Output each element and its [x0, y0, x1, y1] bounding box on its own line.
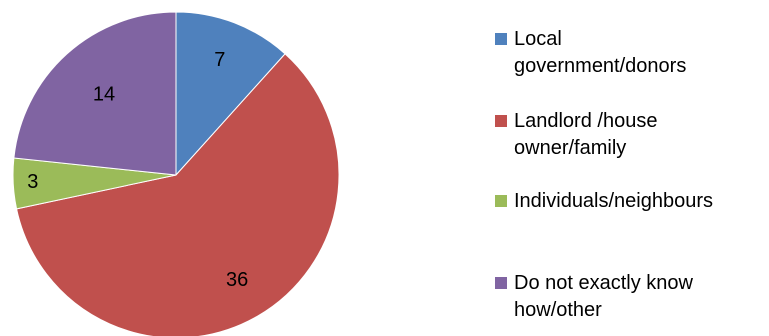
pie-slice — [13, 11, 177, 176]
legend-item: Landlord /house owner/family — [495, 108, 764, 162]
legend-label: Do not exactly know how/other — [514, 272, 693, 321]
slice-value-label: 3 — [27, 171, 38, 193]
legend-swatch — [495, 277, 507, 289]
legend-item: Local government/donors — [495, 26, 764, 80]
pie-slice — [175, 11, 286, 177]
slice-value-label: 7 — [214, 49, 225, 71]
legend-label: Landlord /house owner/family — [514, 110, 658, 159]
legend-label: Local government/donors — [514, 28, 687, 77]
legend-item: Individuals/neighbours — [495, 188, 764, 215]
legend-swatch — [495, 195, 507, 207]
slice-value-label: 36 — [226, 269, 248, 291]
legend-item: Do not exactly know how/other — [495, 270, 764, 324]
slice-value-label: 14 — [93, 83, 115, 105]
legend-swatch — [495, 33, 507, 45]
legend-swatch — [495, 115, 507, 127]
pie-plot-area: 7 36 3 14 — [12, 11, 340, 336]
legend-label: Individuals/neighbours — [514, 190, 714, 212]
pie-slice — [15, 53, 340, 336]
